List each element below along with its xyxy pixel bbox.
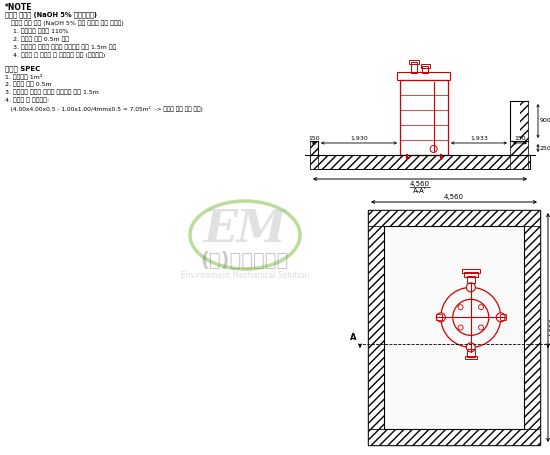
Text: 냉유박 품종 기준 (NaOH 5% 이상 사용시 적용 사항임): 냉유박 품종 기준 (NaOH 5% 이상 사용시 적용 사항임) xyxy=(11,20,124,25)
Text: 900: 900 xyxy=(540,118,550,123)
Text: EM: EM xyxy=(204,207,287,251)
Bar xyxy=(368,210,540,226)
Text: 150: 150 xyxy=(514,136,526,141)
Bar xyxy=(465,356,477,359)
Circle shape xyxy=(466,283,475,292)
Text: 1. 약품탱크 1m²: 1. 약품탱크 1m² xyxy=(5,74,42,80)
Bar xyxy=(436,314,442,320)
Bar xyxy=(368,226,384,429)
Text: 4,560: 4,560 xyxy=(410,181,430,187)
Text: 2. 냉유박 높이 0.5m: 2. 냉유박 높이 0.5m xyxy=(5,81,52,87)
Bar xyxy=(384,226,524,429)
Bar xyxy=(409,60,419,64)
Bar xyxy=(524,226,540,429)
Bar xyxy=(510,101,520,141)
Bar xyxy=(467,349,475,357)
Text: 4,560: 4,560 xyxy=(444,194,464,200)
Bar xyxy=(400,80,448,155)
Bar xyxy=(310,141,318,169)
Circle shape xyxy=(436,313,446,322)
Text: 250: 250 xyxy=(540,146,550,151)
Bar xyxy=(411,62,417,73)
Text: 150: 150 xyxy=(308,136,320,141)
Text: 1,933: 1,933 xyxy=(470,136,488,141)
Text: *NOTE: *NOTE xyxy=(5,3,32,12)
Bar xyxy=(421,64,430,68)
Text: A-Aʹ: A-Aʹ xyxy=(413,188,427,194)
Circle shape xyxy=(466,343,475,352)
Text: 4. 냉유박 내 실패례피:: 4. 냉유박 내 실패례피: xyxy=(5,98,49,103)
Bar xyxy=(310,155,530,169)
Text: 4. 냉유박 내 트레지 및 배수파트 설치 (구태적품): 4. 냉유박 내 트레지 및 배수파트 설치 (구태적품) xyxy=(13,52,105,58)
Bar xyxy=(462,269,480,273)
Text: Environment Mechanical Solution: Environment Mechanical Solution xyxy=(181,271,309,279)
Bar xyxy=(500,314,506,320)
Text: 1,930: 1,930 xyxy=(350,136,368,141)
Text: 3. 약품탱크 외벽과 냉유박 사이에의 거리 1.5m: 3. 약품탱크 외벽과 냉유박 사이에의 거리 1.5m xyxy=(5,90,99,95)
Bar xyxy=(467,276,475,283)
Text: 냉유박 SPEC: 냉유박 SPEC xyxy=(5,65,40,71)
Bar xyxy=(368,210,540,445)
Bar xyxy=(422,66,428,73)
Text: (4.00x4.00x0.5 - 1.00x1.00/4mmx0.5 = 7.05m²  -> 냉유박 품종 기준 만족): (4.00x4.00x0.5 - 1.00x1.00/4mmx0.5 = 7.0… xyxy=(5,106,203,112)
Bar xyxy=(464,273,478,278)
Bar xyxy=(510,101,528,169)
Text: 1. 약품탱크 용량에 110%: 1. 약품탱크 용량에 110% xyxy=(13,28,69,34)
Text: 3. 약품탱크 외벽과 냉유박 사이에의 거리 1.5m 이상: 3. 약품탱크 외벽과 냉유박 사이에의 거리 1.5m 이상 xyxy=(13,44,117,50)
Text: 화관법 적용시 (NaOH 5% 이상사용시): 화관법 적용시 (NaOH 5% 이상사용시) xyxy=(5,11,97,18)
Text: (주)이엠솔루션: (주)이엠솔루션 xyxy=(201,251,289,269)
Text: A: A xyxy=(349,333,356,342)
Bar xyxy=(368,429,540,445)
Text: 2. 냉유박 높이 0.5m 이상: 2. 냉유박 높이 0.5m 이상 xyxy=(13,36,69,42)
Circle shape xyxy=(496,313,505,322)
